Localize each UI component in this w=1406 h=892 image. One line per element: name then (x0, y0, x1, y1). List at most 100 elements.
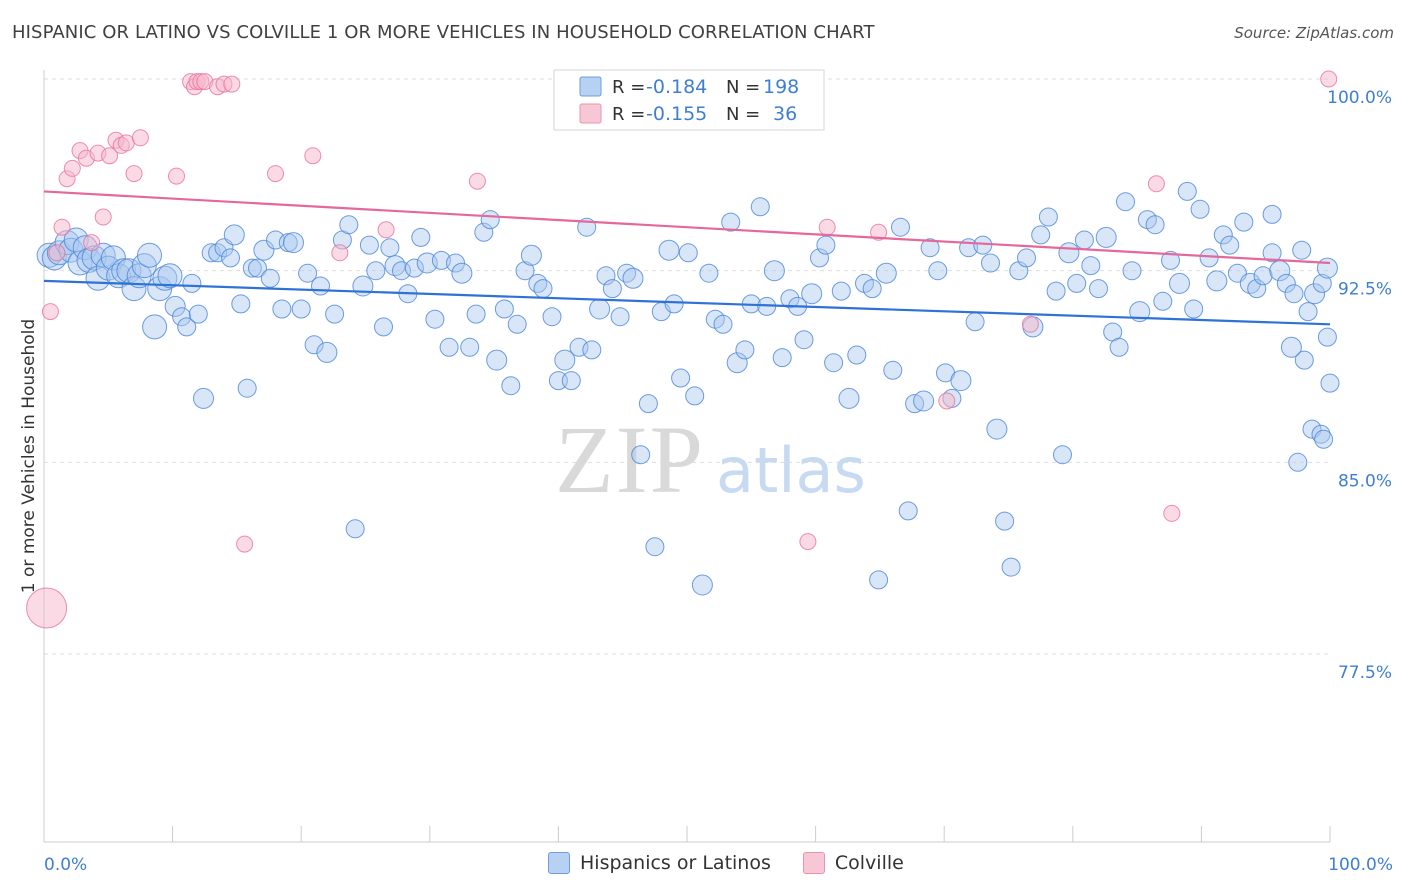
legend-swatch-colville (802, 852, 825, 874)
point-hispanics (533, 279, 553, 299)
legend-n-value-2: 36 (773, 103, 797, 125)
point-hispanics (1234, 212, 1254, 232)
point-colville (267, 165, 284, 183)
point-hispanics (1312, 273, 1332, 293)
point-hispanics (763, 260, 785, 282)
legend-n-label-2: N = (726, 104, 760, 125)
point-colville (870, 223, 888, 241)
point-hispanics (90, 242, 116, 268)
point-hispanics (905, 394, 925, 414)
point-hispanics (1292, 240, 1312, 260)
point-hispanics (1095, 226, 1117, 248)
point-hispanics (352, 275, 374, 297)
point-hispanics (981, 253, 1000, 273)
point-colville (377, 221, 395, 239)
point-hispanics (193, 387, 214, 409)
grid-lines (44, 78, 1330, 655)
point-hispanics (1276, 273, 1296, 293)
point-hispanics (1116, 192, 1135, 212)
point-hispanics (883, 360, 903, 380)
point-colville (117, 134, 135, 152)
point-hispanics (920, 238, 940, 258)
point-hispanics (691, 574, 713, 596)
point-hispanics (1081, 256, 1101, 276)
point-hispanics (664, 294, 684, 314)
point-hispanics (425, 309, 445, 329)
point-hispanics (1145, 215, 1165, 235)
point-hispanics (1017, 248, 1036, 268)
legend-item-colville[interactable]: Colville (802, 852, 904, 874)
point-hispanics (451, 262, 473, 284)
point-hispanics (875, 262, 897, 284)
point-hispanics (380, 238, 400, 258)
point-hispanics (486, 349, 508, 371)
point-colville (63, 159, 81, 177)
point-hispanics (272, 299, 292, 319)
point-hispanics (726, 352, 748, 374)
point-hispanics (542, 307, 562, 327)
point-hispanics (1067, 273, 1087, 293)
point-hispanics (384, 255, 406, 277)
y-tick-label: 77.5% (1338, 663, 1392, 683)
point-hispanics (1129, 301, 1151, 323)
point-hispanics (1239, 272, 1261, 294)
point-hispanics (237, 378, 257, 398)
point-hispanics (345, 519, 365, 539)
point-hispanics (548, 371, 568, 391)
legend-item-hispanics[interactable]: Hispanics or Latinos (548, 852, 771, 874)
point-colville (26, 587, 68, 629)
y-tick-label: 92.5% (1338, 280, 1392, 300)
point-hispanics (995, 511, 1015, 531)
point-hispanics (1253, 266, 1273, 286)
point-hispanics (622, 267, 644, 289)
point-hispanics (283, 232, 304, 254)
point-hispanics (520, 244, 542, 266)
legend-r-label-1: R = (612, 77, 645, 98)
y-tick-label: 85.0% (1338, 471, 1392, 491)
point-hispanics (1247, 279, 1267, 299)
point-hispanics (1298, 302, 1318, 322)
series-colville-points (26, 70, 1338, 629)
point-colville (1320, 70, 1338, 88)
point-hispanics (685, 386, 705, 406)
point-hispanics (1109, 337, 1129, 357)
point-hispanics (810, 248, 829, 268)
point-colville (83, 234, 101, 252)
point-hispanics (735, 340, 755, 360)
point-hispanics (1317, 327, 1337, 347)
point-colville (818, 218, 836, 236)
legend-swatch-hispanics (548, 852, 570, 874)
point-hispanics (1001, 557, 1021, 577)
point-hispanics (658, 239, 680, 261)
legend-swatch-blue (579, 76, 602, 97)
point-hispanics (411, 227, 431, 247)
point-colville (168, 167, 185, 185)
watermark-atlas: atlas (716, 434, 866, 507)
legend-r-value-1: -0.184 (646, 76, 707, 98)
point-hispanics (1320, 373, 1340, 393)
point-hispanics (480, 210, 500, 230)
x-tick-label: 0.0% (44, 855, 87, 875)
point-colville (131, 129, 149, 147)
x-tick-label: 100.0% (1328, 855, 1393, 875)
point-hispanics (182, 273, 202, 293)
legend-n-value-1: 198 (763, 76, 799, 98)
point-colville (1147, 175, 1165, 193)
point-hispanics (1122, 261, 1142, 281)
point-hispanics (561, 371, 581, 391)
point-colville (331, 244, 349, 262)
point-hispanics (466, 304, 486, 324)
point-hispanics (950, 370, 972, 392)
point-hispanics (847, 345, 867, 365)
point-colville (125, 165, 143, 183)
point-hispanics (223, 224, 245, 246)
point-hispanics (1311, 424, 1331, 444)
point-colville (101, 147, 119, 165)
point-colville (799, 533, 817, 551)
point-hispanics (638, 394, 658, 414)
point-hispanics (1161, 250, 1180, 270)
series-hispanics-points (36, 181, 1340, 596)
point-hispanics (172, 307, 192, 327)
point-hispanics (1213, 225, 1233, 245)
